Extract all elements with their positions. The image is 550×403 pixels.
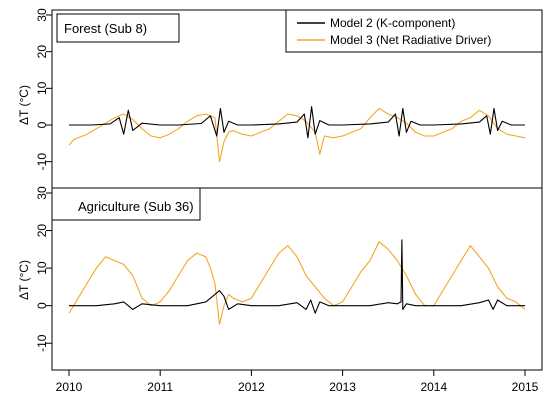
panel-agriculture-label: Agriculture (Sub 36) <box>78 199 194 214</box>
y-tick-label: 30 <box>35 186 49 200</box>
panel-forest-series <box>68 106 526 163</box>
legend-entry-model3: Model 3 (Net Radiative Driver) <box>330 33 491 47</box>
panel-forest-ylabel: ΔT (°C) <box>17 85 31 125</box>
panel-agriculture-label-box <box>51 187 201 221</box>
panel-forest: Forest (Sub 8) ΔT (°C) -10 0 10 20 30 Model … <box>17 8 543 189</box>
y-tick-label: 0 <box>35 302 49 309</box>
x-tick-label: 2010 <box>56 380 83 394</box>
y-tick-label: 10 <box>35 261 49 275</box>
panel-forest-yaxis: ΔT (°C) -10 0 10 20 30 <box>17 8 52 170</box>
y-tick-label: 30 <box>35 8 49 22</box>
x-axis: 2010 2011 2012 2013 2014 2015 <box>56 369 539 394</box>
x-tick-label: 2012 <box>238 380 265 394</box>
series-line-model2 <box>69 239 525 314</box>
y-tick-label: -10 <box>35 334 49 352</box>
panel-forest-label-box <box>56 13 180 43</box>
panel-agriculture-yaxis: ΔT (°C) -10 0 10 20 30 <box>17 186 52 352</box>
y-tick-label: -10 <box>35 153 49 171</box>
legend-box <box>285 9 543 53</box>
y-tick-label: 20 <box>35 224 49 238</box>
legend: Model 2 (K-component) Model 3 (Net Radia… <box>285 9 543 53</box>
panel-agriculture-series <box>68 239 526 325</box>
series-line-model3 <box>68 107 526 163</box>
legend-entry-model2: Model 2 (K-component) <box>330 16 455 30</box>
x-tick-label: 2013 <box>329 380 356 394</box>
x-tick-label: 2011 <box>147 380 173 394</box>
panel-forest-label: Forest (Sub 8) <box>64 21 147 36</box>
series-line-model3 <box>68 241 526 325</box>
y-tick-label: 20 <box>35 45 49 59</box>
y-tick-label: 10 <box>35 81 49 95</box>
y-tick-label: 0 <box>35 121 49 128</box>
panel-agriculture: Agriculture (Sub 36) ΔT (°C) -10 0 10 20 30 <box>17 186 543 371</box>
x-tick-label: 2014 <box>420 380 447 394</box>
panel-agriculture-ylabel: ΔT (°C) <box>17 260 31 300</box>
series-line-model2 <box>69 106 525 139</box>
x-tick-label: 2015 <box>512 380 539 394</box>
